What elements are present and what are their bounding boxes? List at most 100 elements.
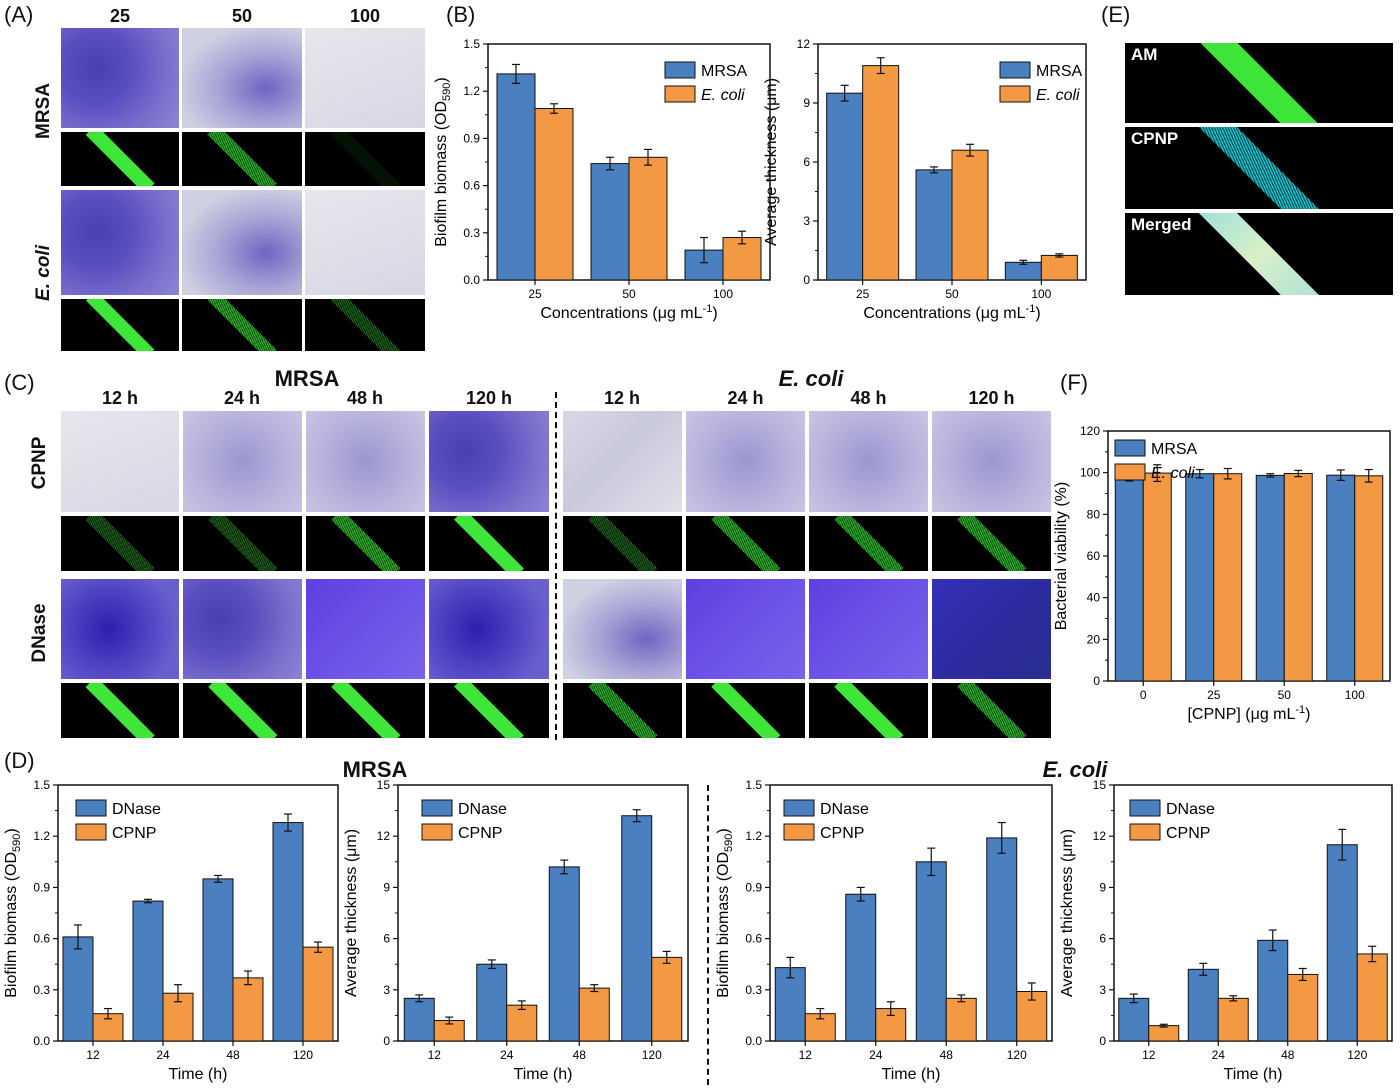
chart-b2: 0 3 6 9 12 25 50 100 Concentrations (μg mL-1) Ave… [763,37,1087,322]
confocal-image [182,682,303,739]
y-tick-label: 6 [803,155,810,169]
legend-swatch [999,85,1031,103]
y-tick-label: 1.5 [33,778,50,792]
bar [1114,475,1144,682]
stain-image [181,189,303,296]
x-tick-label: 120 [293,1048,313,1062]
confocal-image [428,515,550,572]
bar [651,956,683,1042]
stain-image [60,189,180,296]
y-tick-label: 1.2 [745,829,762,843]
panel-e-label-cpnp: CPNP [1131,129,1179,148]
stain-image [685,578,806,680]
bar [915,861,947,1042]
y-tick-label: 0.9 [463,131,480,145]
legend-label: MRSA [701,63,748,80]
panel-label-e: (E) [1101,2,1131,27]
stain-image [808,410,929,513]
y-tick-label: 12 [1093,829,1107,843]
y-tick-label: 0.3 [745,983,762,997]
x-tick-label: 120 [642,1048,662,1062]
stain-image [304,189,426,296]
panel-label-a: (A) [4,2,34,27]
y-axis-label: Average thickness (μm) [763,78,780,246]
x-tick-label: 48 [573,1048,587,1062]
x-tick-label: 12 [1142,1048,1156,1062]
bar [272,822,304,1042]
legend-swatch [664,85,696,103]
y-tick-label: 0.0 [33,1034,50,1048]
confocal-image [931,515,1052,572]
x-tick-label: 25 [856,287,870,301]
y-tick-label: 3 [383,983,390,997]
confocal-image [304,131,426,187]
confocal-image [305,515,426,572]
y-tick-label: 6 [383,932,390,946]
x-tick-label: 25 [528,287,542,301]
bar [1040,254,1078,281]
x-tick-label: 24 [500,1048,514,1062]
y-tick-label: 100 [1080,466,1100,480]
bar [1255,474,1285,682]
panel-d-title-mrsa: MRSA [342,757,408,782]
legend-swatch [1129,799,1161,817]
x-tick-label: 50 [622,287,636,301]
y-axis-label: Average thickness (μm) [1059,829,1076,997]
panel-label-d: (D) [4,748,35,773]
chart-f: 0 20 40 60 80 100 120 0 25 50 100 [CPNP] (μg mL-1) B… [1053,424,1391,723]
y-tick-label: 12 [377,829,391,843]
bar [1187,968,1219,1042]
y-tick-label: 9 [1099,880,1106,894]
stain-image [808,578,929,680]
panel-c-time-header: 12 h [603,388,641,408]
bar [1326,474,1356,682]
confocal-image [60,515,180,572]
panel-c-time-header: 120 h [465,388,513,408]
stain-image [428,578,550,680]
y-tick-label: 0.3 [33,983,50,997]
x-axis-label: [CPNP] (μg mL-1) [1187,704,1310,723]
confocal-image [60,131,180,187]
confocal-image [305,682,426,739]
stain-image [562,578,683,680]
stain-image [60,410,180,513]
confocal-image [685,515,806,572]
panel-c-divider [555,392,557,740]
panel-a-col-header-50: 50 [231,6,253,26]
bar [628,156,668,281]
bar [476,963,508,1042]
confocal-image [562,515,683,572]
x-tick-label: 50 [1278,688,1292,702]
y-axis-label: Biofilm biomass (OD590) [715,828,735,998]
legend-label: CPNP [112,825,156,842]
y-tick-label: 120 [1080,424,1100,438]
confocal-image [181,131,303,187]
bar [1283,473,1313,682]
legend-label: DNase [458,801,507,818]
y-tick-label: 0.9 [33,880,50,894]
y-tick-label: 3 [803,214,810,228]
bar [534,108,574,281]
stain-image [182,578,303,680]
stain-image [562,410,683,513]
bar [774,967,806,1042]
y-axis-label: Average thickness (μm) [343,829,360,997]
x-tick-label: 24 [1212,1048,1226,1062]
confocal-image-am: AM [1124,42,1394,124]
legend-swatch [75,799,107,817]
legend-swatch [664,61,696,79]
stain-image [428,410,550,513]
x-tick-label: 120 [1007,1048,1027,1062]
y-tick-label: 3 [1099,983,1106,997]
confocal-image [808,682,929,739]
panel-c-time-header: 48 h [850,388,887,408]
confocal-image [808,515,929,572]
y-axis-label: Bacterial viability (%) [1053,482,1070,630]
y-tick-label: 0 [383,1034,390,1048]
legend-label: E. coli [1151,465,1195,482]
chart-d3: 0.0 0.3 0.6 0.9 1.2 1.5 12 24 48 120 Time (h) Biofi… [715,778,1053,1083]
y-tick-label: 0.0 [463,273,480,287]
confocal-image [685,682,806,739]
bar [826,92,864,281]
legend-swatch [1114,463,1146,481]
